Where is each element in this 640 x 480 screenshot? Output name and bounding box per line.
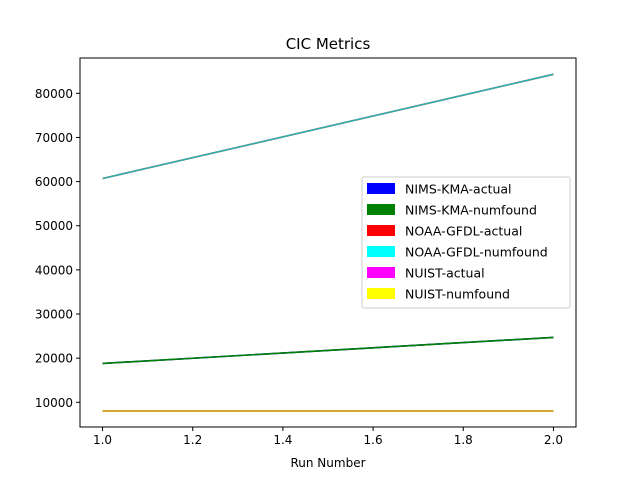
chart-title: CIC Metrics: [286, 35, 371, 53]
y-tick-label: 50000: [35, 219, 73, 233]
legend-swatch-noaa-gfdl-numfound: [367, 246, 395, 257]
legend-label-noaa-gfdl-numfound: NOAA-GFDL-numfound: [405, 245, 548, 260]
legend-label-nims-kma-numfound: NIMS-KMA-numfound: [405, 203, 537, 218]
legend-swatch-nims-kma-actual: [367, 183, 395, 194]
legend-label-nuist-actual: NUIST-actual: [405, 266, 485, 281]
y-tick-label: 60000: [35, 175, 73, 189]
y-tick-label: 20000: [35, 352, 73, 366]
legend: NIMS-KMA-actual NIMS-KMA-numfound NOAA-GFD…: [361, 176, 571, 309]
legend-swatch-nims-kma-numfound: [367, 204, 395, 215]
x-axis-label: Run Number: [290, 456, 365, 470]
y-tick-label: 80000: [35, 87, 73, 101]
legend-box: [361, 176, 571, 309]
legend-swatch-noaa-gfdl-actual: [367, 225, 395, 236]
x-axis: 1.0 1.2 1.4 1.6 1.8 2.0: [93, 427, 563, 447]
x-tick-label: 1.2: [183, 433, 202, 447]
x-tick-label: 1.6: [364, 433, 383, 447]
y-tick-label: 10000: [35, 396, 73, 410]
y-axis: 10000 20000 30000 40000 50000 60000 70000 80000: [35, 87, 80, 410]
legend-label-noaa-gfdl-actual: NOAA-GFDL-actual: [405, 224, 522, 239]
legend-label-nuist-numfound: NUIST-numfound: [405, 287, 510, 302]
series-line-nims-kma-numfound: [102, 336, 554, 365]
x-tick-label: 1.8: [454, 433, 473, 447]
legend-label-nims-kma-actual: NIMS-KMA-actual: [405, 182, 512, 197]
series-line-noaa-gfdl-numfound: [102, 73, 554, 180]
plot-area: [79, 57, 577, 428]
plot-frame: [79, 57, 577, 428]
x-tick-label: 1.0: [93, 433, 112, 447]
legend-swatch-nuist-numfound: [367, 288, 395, 299]
y-tick-label: 30000: [35, 308, 73, 322]
x-tick-label: 1.4: [273, 433, 292, 447]
legend-swatch-nuist-actual: [367, 267, 395, 278]
x-tick-label: 2.0: [544, 433, 563, 447]
y-tick-label: 70000: [35, 131, 73, 145]
y-tick-label: 40000: [35, 263, 73, 277]
